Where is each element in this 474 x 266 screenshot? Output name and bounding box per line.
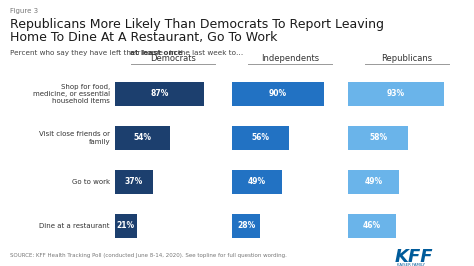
Text: 28%: 28% [237,222,255,231]
Bar [348,214,396,238]
Bar [348,126,408,150]
Text: Go to work: Go to work [72,179,110,185]
Text: Visit close friends or
family: Visit close friends or family [39,131,110,145]
Text: 56%: 56% [251,134,269,143]
Bar [232,170,282,194]
Text: KFF: KFF [395,248,434,266]
Text: 58%: 58% [369,134,387,143]
Text: 21%: 21% [117,222,135,231]
Bar [348,170,399,194]
Text: Independents: Independents [261,54,319,63]
Text: Dine at a restaurant: Dine at a restaurant [39,223,110,229]
Bar [115,170,153,194]
Text: 49%: 49% [365,177,383,186]
Text: Republicans More Likely Than Democrats To Report Leaving: Republicans More Likely Than Democrats T… [10,18,384,31]
Text: 49%: 49% [248,177,266,186]
Text: Figure 3: Figure 3 [10,8,38,14]
Text: 37%: 37% [125,177,143,186]
Bar [232,82,324,106]
Bar [348,82,444,106]
Bar [115,82,204,106]
Text: KAISER FAMILY
FOUNDATION: KAISER FAMILY FOUNDATION [397,263,425,266]
Bar [115,126,171,150]
Text: 54%: 54% [134,134,152,143]
Text: Shop for food,
medicine, or essential
household items: Shop for food, medicine, or essential ho… [33,84,110,104]
Text: 93%: 93% [387,89,405,98]
Text: Democrats: Democrats [150,54,196,63]
Bar [115,214,137,238]
Text: in the last week to…: in the last week to… [167,50,243,56]
Text: 90%: 90% [269,89,287,98]
Bar [232,126,289,150]
Text: 87%: 87% [150,89,169,98]
Text: at least once: at least once [130,50,182,56]
Text: Home To Dine At A Restaurant, Go To Work: Home To Dine At A Restaurant, Go To Work [10,31,277,44]
Text: 46%: 46% [363,222,381,231]
Text: Percent who say they have left their home: Percent who say they have left their hom… [10,50,165,56]
Bar [232,214,260,238]
Text: SOURCE: KFF Health Tracking Poll (conducted June 8-14, 2020). See topline for fu: SOURCE: KFF Health Tracking Poll (conduc… [10,253,287,258]
Text: Republicans: Republicans [381,54,432,63]
